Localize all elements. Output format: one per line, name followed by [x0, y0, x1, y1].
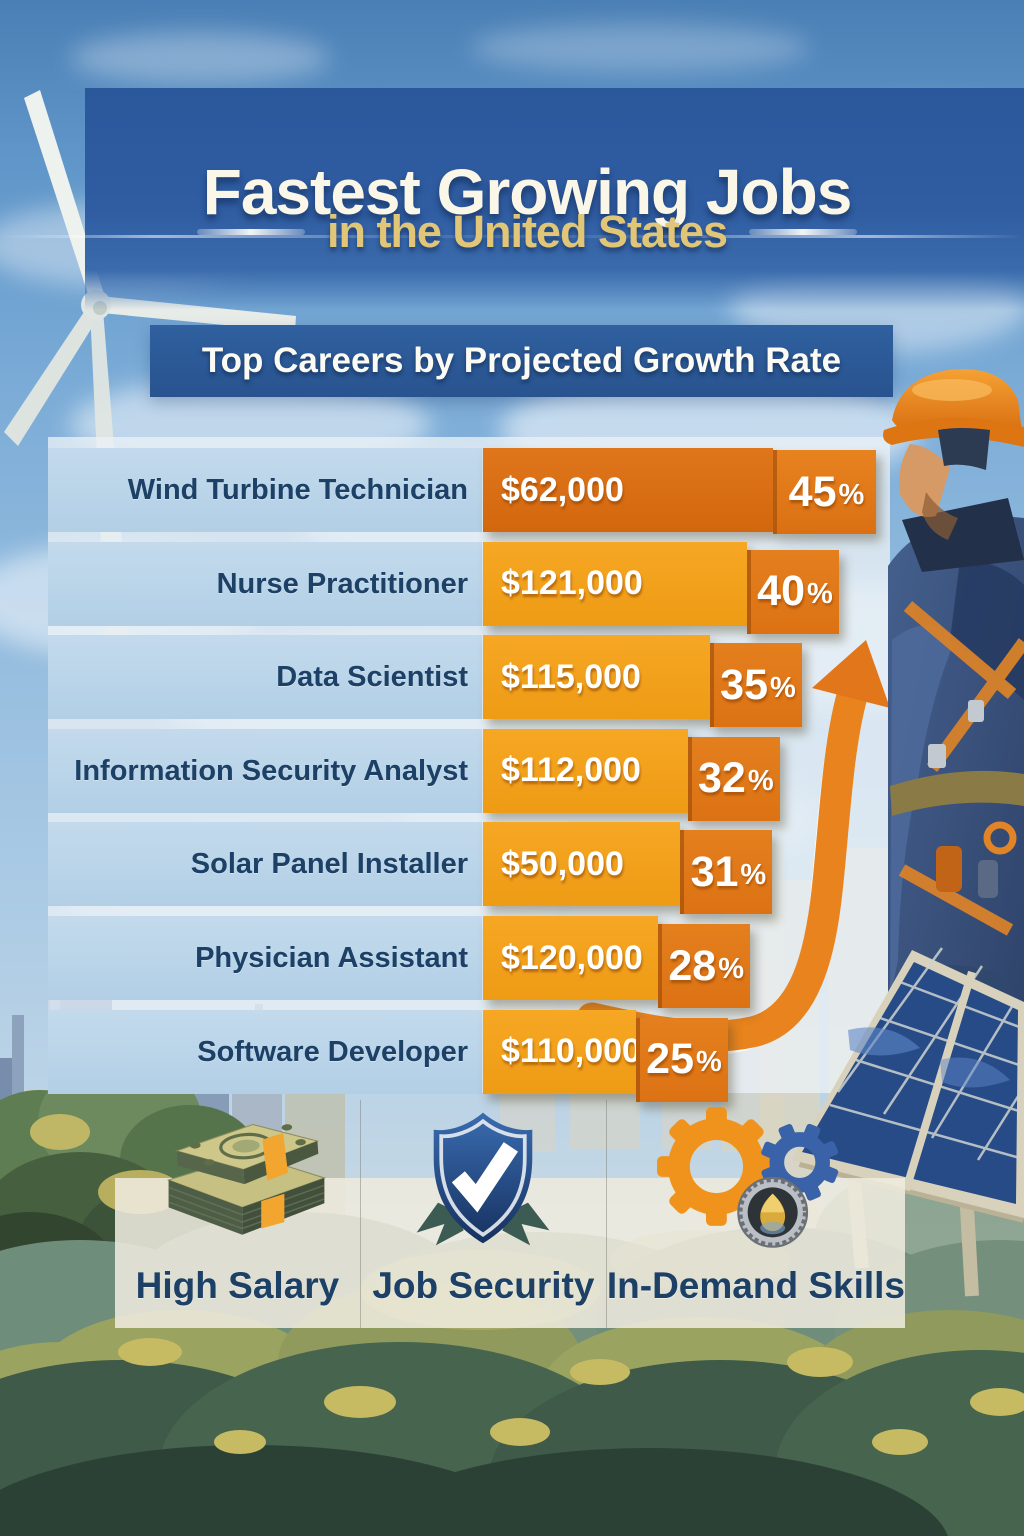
percent-segment: 32 % [687, 736, 780, 821]
percent-segment: 35 % [710, 643, 802, 728]
label-band [48, 822, 482, 907]
growth-percent-value: 25 [646, 1035, 695, 1084]
percent-segment: 45 % [773, 450, 876, 534]
growth-bar: $62,000 45 % [483, 448, 876, 534]
growth-percent-value: 31 [690, 847, 739, 896]
chart-row: Solar Panel Installer $50,000 31 % [48, 822, 890, 915]
chart-row: Wind Turbine Technician $62,000 45 % [48, 448, 890, 540]
salary-segment: $112,000 [483, 728, 688, 813]
salary-segment: $115,000 [483, 635, 710, 720]
salary-value: $50,000 [501, 844, 624, 883]
percent-segment: 40 % [747, 549, 839, 634]
job-title-label: Data Scientist [276, 661, 468, 694]
growth-percent-value: 40 [757, 567, 806, 616]
chart-row: Software Developer $110,000 25 % [48, 1009, 890, 1102]
percent-sign: % [807, 578, 833, 611]
percent-sign: % [838, 478, 865, 511]
label-band [48, 448, 482, 532]
salary-value: $110,000 [501, 1032, 641, 1071]
percent-sign: % [696, 1046, 722, 1079]
salary-segment: $50,000 [483, 822, 681, 907]
subtitle-dash-left [196, 229, 305, 235]
feature-label: High Salary [135, 1265, 340, 1306]
job-title-label: Solar Panel Installer [190, 848, 468, 881]
footer-features: High Salary [115, 1100, 905, 1328]
growth-percent-value: 45 [788, 467, 837, 516]
salary-segment: $121,000 [483, 541, 747, 626]
salary-value: $112,000 [501, 751, 641, 790]
feature-job-security: Job Security [359, 1100, 606, 1328]
feature-high-salary: High Salary [115, 1100, 360, 1328]
job-title-label: Physician Assistant [195, 942, 468, 974]
page-subtitle: in the United States [326, 206, 728, 257]
salary-value: $62,000 [501, 470, 624, 509]
job-title-label: Software Developer [197, 1035, 468, 1068]
page-subtitle-row: in the United States [0, 206, 1024, 258]
job-title-label: Wind Turbine Technician [127, 474, 468, 506]
growth-percent-value: 32 [697, 754, 746, 803]
chart-row: Data Scientist $115,000 35 % [48, 635, 890, 728]
percent-sign: % [740, 858, 767, 891]
percent-segment: 25 % [636, 1017, 728, 1102]
label-band [48, 728, 482, 813]
subtitle-dash-right [749, 229, 858, 235]
percent-sign: % [747, 765, 774, 798]
percent-segment: 28 % [658, 924, 751, 1008]
label-band [48, 541, 482, 626]
chart-row: Nurse Practitioner $121,000 40 % [48, 541, 890, 634]
growth-bar: $110,000 25 % [483, 1009, 728, 1102]
gears-icon [641, 1100, 871, 1258]
salary-segment: $120,000 [483, 916, 659, 1000]
percent-segment: 31 % [680, 830, 773, 915]
page-title: Fastest Growing Jobs [202, 155, 853, 228]
title-divider-line [0, 235, 1024, 238]
feature-in-demand-skills: In-Demand Skills [605, 1100, 906, 1328]
label-band [48, 635, 482, 720]
growth-bar: $120,000 28 % [483, 916, 751, 1008]
job-title-label: Nurse Practitioner [216, 567, 468, 600]
growth-bar: $121,000 40 % [483, 541, 839, 634]
shield-check-icon [408, 1100, 558, 1258]
section-banner: Top Careers by Projected Growth Rate [150, 325, 893, 397]
growth-bar: $50,000 31 % [483, 822, 773, 915]
feature-label: In-Demand Skills [606, 1265, 906, 1306]
growth-bar: $115,000 35 % [483, 635, 802, 728]
job-title-label: Information Security Analyst [74, 754, 468, 787]
title-banner [85, 88, 1024, 310]
salary-segment: $110,000 [483, 1009, 641, 1094]
money-stack-icon [137, 1100, 337, 1258]
percent-sign: % [770, 671, 796, 704]
growth-percent-value: 28 [668, 941, 717, 990]
chart-row: Information Security Analyst $112,000 32… [48, 728, 890, 821]
label-band [48, 1009, 482, 1094]
feature-label: Job Security [372, 1265, 595, 1306]
percent-sign: % [718, 952, 744, 985]
salary-value: $120,000 [501, 938, 643, 977]
label-band [48, 916, 482, 1000]
salary-value: $121,000 [501, 564, 643, 603]
chart-row: Physician Assistant $120,000 28 % [48, 916, 890, 1008]
growth-bar: $112,000 32 % [483, 728, 780, 821]
growth-percent-value: 35 [720, 660, 769, 709]
section-banner-title: Top Careers by Projected Growth Rate [201, 341, 842, 380]
chart-rows: Wind Turbine Technician $62,000 45 % Nur… [48, 437, 890, 1102]
salary-segment: $62,000 [483, 448, 773, 532]
salary-value: $115,000 [501, 657, 641, 696]
